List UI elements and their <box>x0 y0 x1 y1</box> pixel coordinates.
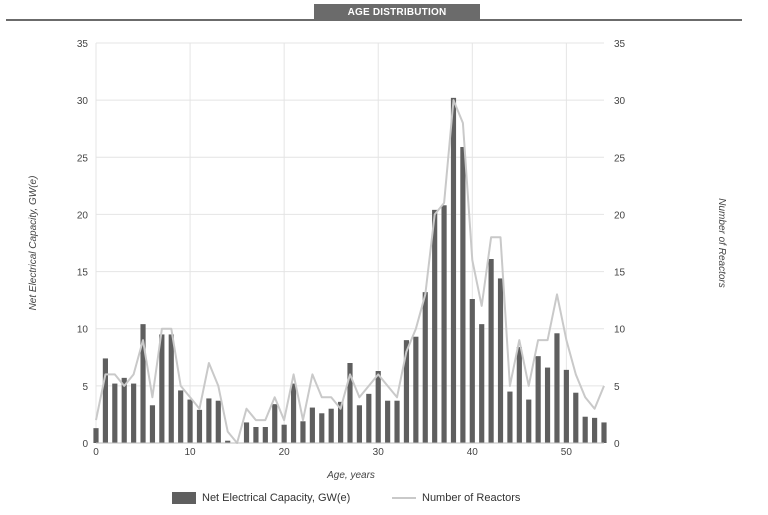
capacity-bar[interactable] <box>488 259 494 443</box>
capacity-bar[interactable] <box>385 400 391 443</box>
x-axis-label: Age, years <box>326 470 375 481</box>
capacity-bar[interactable] <box>366 393 372 443</box>
y-tick-label-left: 5 <box>82 382 88 393</box>
capacity-bar[interactable] <box>121 377 127 443</box>
y-tick-label-left: 0 <box>82 439 88 450</box>
capacity-bar[interactable] <box>469 299 475 443</box>
capacity-bar[interactable] <box>131 383 137 443</box>
capacity-bar[interactable] <box>290 383 297 443</box>
capacity-bar[interactable] <box>319 413 325 443</box>
capacity-bar[interactable] <box>112 383 118 443</box>
x-tick-label: 20 <box>279 447 291 458</box>
capacity-bar[interactable] <box>215 400 221 443</box>
title-divider <box>6 19 742 21</box>
capacity-bars <box>93 97 607 443</box>
capacity-bar[interactable] <box>281 424 287 443</box>
x-tick-label: 0 <box>93 447 99 458</box>
capacity-bar[interactable] <box>309 407 315 443</box>
capacity-bar[interactable] <box>338 401 344 443</box>
capacity-bar[interactable] <box>140 324 146 443</box>
x-tick-label: 50 <box>561 447 573 458</box>
capacity-bar[interactable] <box>403 340 410 443</box>
legend-swatch-reactors <box>392 497 416 499</box>
y-tick-label-left: 25 <box>77 153 89 164</box>
legend-item-reactors[interactable]: Number of Reactors <box>392 492 520 504</box>
y-axis-right-label: Number of Reactors <box>716 198 727 287</box>
capacity-bar[interactable] <box>253 427 259 443</box>
reactor-count-line <box>95 99 605 444</box>
y-tick-label-right: 25 <box>614 153 626 164</box>
capacity-bar[interactable] <box>497 278 504 443</box>
legend-label-reactors: Number of Reactors <box>422 492 521 504</box>
capacity-bar[interactable] <box>262 427 268 443</box>
capacity-bar[interactable] <box>196 409 203 443</box>
capacity-bar[interactable] <box>592 417 598 443</box>
capacity-bar[interactable] <box>178 390 184 443</box>
capacity-bar[interactable] <box>554 333 560 443</box>
capacity-bar[interactable] <box>450 97 457 443</box>
x-tick-label: 40 <box>467 447 479 458</box>
y-tick-label-left: 35 <box>77 39 89 50</box>
capacity-bar[interactable] <box>441 205 447 443</box>
capacity-bar[interactable] <box>375 371 381 443</box>
capacity-bar[interactable] <box>206 398 212 443</box>
y-tick-label-left: 20 <box>77 210 89 221</box>
capacity-bar[interactable] <box>526 399 532 443</box>
capacity-bar[interactable] <box>168 334 174 443</box>
chart-title: AGE DISTRIBUTION <box>314 4 480 21</box>
y-tick-label-left: 30 <box>77 96 89 107</box>
capacity-bar[interactable] <box>479 324 485 443</box>
chart-legend: Net Electrical Capacity, GW(e) Number of… <box>0 492 768 508</box>
capacity-bar[interactable] <box>243 422 250 443</box>
capacity-bar[interactable] <box>356 405 362 443</box>
capacity-bar[interactable] <box>394 400 400 443</box>
capacity-bar[interactable] <box>328 408 334 443</box>
capacity-bar[interactable] <box>563 369 569 443</box>
legend-item-capacity[interactable]: Net Electrical Capacity, GW(e) <box>172 492 350 504</box>
y-tick-label-right: 10 <box>614 325 626 336</box>
capacity-bar[interactable] <box>347 363 353 443</box>
capacity-bar[interactable] <box>460 147 466 443</box>
capacity-bar[interactable] <box>149 405 156 443</box>
capacity-bar[interactable] <box>507 391 513 443</box>
capacity-bar[interactable] <box>601 422 607 443</box>
legend-label-capacity: Net Electrical Capacity, GW(e) <box>202 492 351 504</box>
capacity-bar[interactable] <box>187 399 193 443</box>
grid-lines <box>95 42 604 444</box>
capacity-bar[interactable] <box>573 392 579 443</box>
y-tick-label-right: 20 <box>614 210 626 221</box>
legend-swatch-capacity <box>172 492 196 504</box>
y-tick-label-right: 15 <box>614 268 626 279</box>
capacity-bar[interactable] <box>432 209 438 443</box>
capacity-bar[interactable] <box>544 367 551 443</box>
capacity-bar[interactable] <box>422 292 428 443</box>
capacity-bar[interactable] <box>516 347 522 443</box>
y-axis-left-label: Net Electrical Capacity, GW(e) <box>28 176 39 311</box>
y-tick-label-right: 30 <box>614 96 626 107</box>
capacity-bar[interactable] <box>93 428 99 443</box>
y-tick-label-left: 15 <box>77 268 89 279</box>
capacity-bar[interactable] <box>225 440 231 443</box>
x-tick-label: 30 <box>373 447 385 458</box>
capacity-bar[interactable] <box>159 334 165 443</box>
y-tick-label-right: 35 <box>614 39 626 50</box>
capacity-bar[interactable] <box>535 356 541 443</box>
y-tick-label-right: 5 <box>614 382 620 393</box>
y-tick-label-left: 10 <box>77 325 89 336</box>
y-tick-label-right: 0 <box>614 439 620 450</box>
x-tick-label: 10 <box>185 447 197 458</box>
capacity-bar[interactable] <box>102 358 108 443</box>
capacity-bar[interactable] <box>272 404 278 443</box>
capacity-bar[interactable] <box>413 336 419 443</box>
capacity-bar[interactable] <box>582 416 588 443</box>
capacity-bar[interactable] <box>300 421 306 443</box>
